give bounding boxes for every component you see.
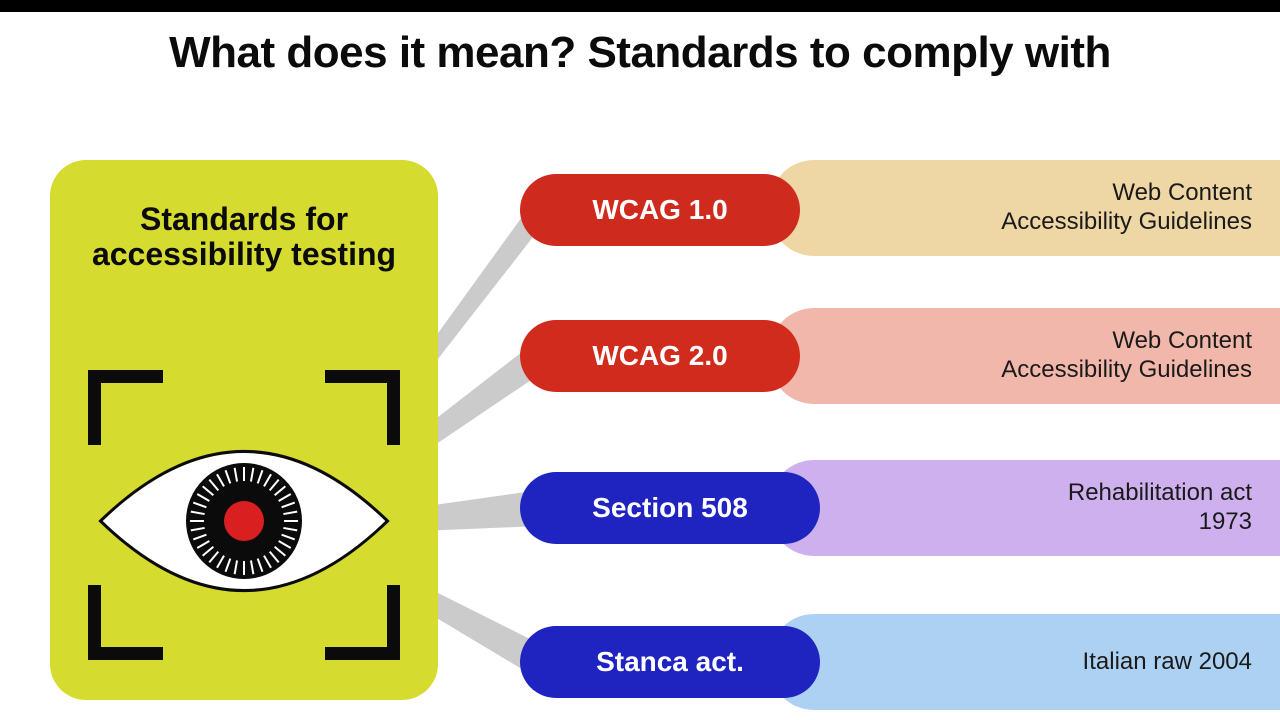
top-black-bar: [0, 0, 1280, 12]
standard-desc-3: Italian raw 2004: [770, 614, 1280, 710]
source-title-line2: accessibility testing: [92, 236, 396, 272]
eye-icon: [88, 370, 400, 660]
standard-pill-1: WCAG 2.0: [520, 320, 800, 392]
standard-desc-0: Web ContentAccessibility Guidelines: [770, 160, 1280, 256]
source-title: Standards for accessibility testing: [50, 202, 438, 272]
source-title-line1: Standards for: [140, 201, 348, 237]
standard-desc-2: Rehabilitation act1973: [770, 460, 1280, 556]
standard-desc-1: Web ContentAccessibility Guidelines: [770, 308, 1280, 404]
infographic-stage: What does it mean? Standards to comply w…: [0, 0, 1280, 720]
standard-pill-2: Section 508: [520, 472, 820, 544]
page-title: What does it mean? Standards to comply w…: [0, 28, 1280, 78]
standard-pill-0: WCAG 1.0: [520, 174, 800, 246]
standard-pill-3: Stanca act.: [520, 626, 820, 698]
